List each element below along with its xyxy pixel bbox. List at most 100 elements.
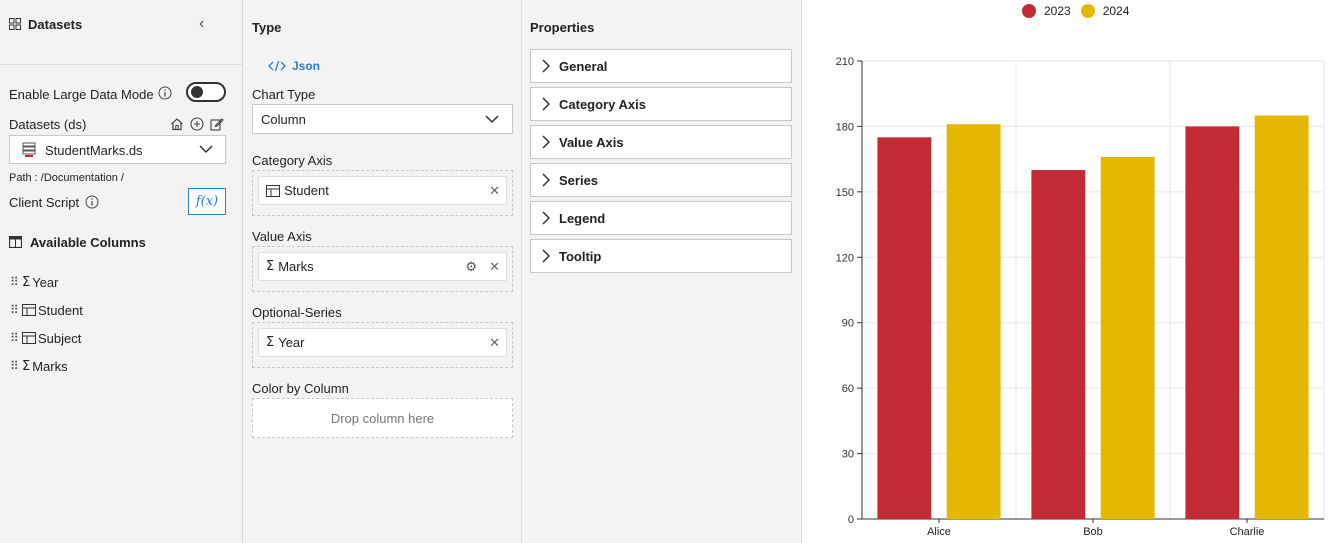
y-tick-label: 180 bbox=[836, 121, 854, 133]
y-tick-label: 30 bbox=[842, 449, 854, 461]
type-panel: Type Json Chart Type Column Category Axi… bbox=[243, 0, 522, 543]
section-tooltip[interactable]: Tooltip bbox=[530, 239, 792, 273]
bar-2023-charlie bbox=[1185, 126, 1240, 519]
column-item-student[interactable]: ⠿ Student bbox=[10, 301, 83, 319]
sigma-icon: Σ bbox=[266, 335, 275, 350]
edit-dataset-icon[interactable] bbox=[210, 117, 224, 131]
type-title: Type bbox=[252, 20, 282, 35]
y-tick-label: 60 bbox=[842, 383, 854, 395]
chip-label: Year bbox=[278, 335, 305, 350]
dataset-select[interactable]: StudentMarks.ds bbox=[9, 135, 226, 164]
column-item-year[interactable]: ⠿ Σ Year bbox=[10, 273, 59, 291]
section-general[interactable]: General bbox=[530, 49, 792, 83]
client-script-button[interactable]: f(x) bbox=[188, 188, 226, 215]
legend-item-2023[interactable]: 2023 bbox=[1022, 4, 1071, 18]
x-tick-label: Bob bbox=[1083, 526, 1103, 538]
close-icon[interactable]: ✕ bbox=[489, 335, 500, 350]
y-tick-label: 120 bbox=[836, 252, 854, 264]
column-name: Year bbox=[32, 274, 59, 290]
y-tick-label: 0 bbox=[848, 514, 854, 526]
y-tick-label: 210 bbox=[836, 56, 854, 68]
optional-series-chip[interactable]: Σ Year ✕ bbox=[258, 328, 507, 357]
y-tick-label: 150 bbox=[836, 187, 854, 199]
legend-swatch bbox=[1022, 4, 1036, 18]
bar-2023-alice bbox=[877, 137, 932, 520]
bar-2024-bob bbox=[1100, 156, 1155, 519]
chart-type-select[interactable]: Column bbox=[252, 104, 513, 134]
optional-series-dropzone[interactable]: Σ Year ✕ bbox=[252, 322, 513, 368]
chart-preview: 2023 2024 0 30 60 90 120 150 180 210 Alice Bob Cha… bbox=[802, 0, 1329, 543]
chevron-right-icon bbox=[541, 211, 550, 225]
chevron-right-icon bbox=[541, 249, 550, 263]
column-item-subject[interactable]: ⠿ Subject bbox=[10, 329, 81, 347]
chevron-down-icon bbox=[199, 144, 213, 154]
section-label: Tooltip bbox=[559, 248, 602, 264]
legend-label: 2024 bbox=[1102, 4, 1130, 18]
table-column-icon bbox=[22, 304, 36, 316]
optional-series-label: Optional-Series bbox=[252, 305, 342, 320]
drag-handle-icon[interactable]: ⠿ bbox=[10, 331, 19, 345]
drag-handle-icon[interactable]: ⠿ bbox=[10, 275, 19, 289]
code-icon bbox=[268, 60, 286, 72]
column-item-marks[interactable]: ⠿ Σ Marks bbox=[10, 357, 68, 375]
database-icon bbox=[22, 142, 36, 158]
section-label: Legend bbox=[559, 210, 606, 226]
sigma-icon: Σ bbox=[22, 274, 31, 290]
legend-label: 2023 bbox=[1044, 4, 1071, 18]
column-name: Student bbox=[38, 302, 83, 318]
gear-icon[interactable]: ⚙ bbox=[465, 259, 477, 274]
x-tick-label: Charlie bbox=[1230, 526, 1265, 538]
info-icon[interactable] bbox=[158, 86, 172, 100]
sigma-icon: Σ bbox=[266, 259, 275, 274]
properties-panel: Properties General Category Axis Value A… bbox=[522, 0, 802, 543]
chip-label: Student bbox=[284, 183, 329, 198]
color-by-dropzone[interactable]: Drop column here bbox=[252, 398, 513, 438]
value-axis-label: Value Axis bbox=[252, 229, 312, 244]
chart-type-value: Column bbox=[261, 111, 306, 127]
dropzone-placeholder: Drop column here bbox=[330, 410, 435, 426]
datasets-panel: Datasets ‹ Enable Large Data Mode Datase… bbox=[0, 0, 243, 543]
large-data-mode-toggle[interactable] bbox=[186, 82, 226, 102]
chart-legend: 2023 2024 bbox=[1022, 4, 1129, 18]
section-value-axis[interactable]: Value Axis bbox=[530, 125, 792, 159]
column-name: Subject bbox=[38, 330, 82, 346]
close-icon[interactable]: ✕ bbox=[489, 259, 500, 274]
bar-2023-bob bbox=[1031, 170, 1086, 520]
table-icon bbox=[9, 236, 22, 248]
json-link-label: Json bbox=[292, 59, 321, 73]
selected-dataset: StudentMarks.ds bbox=[45, 143, 143, 158]
drag-handle-icon[interactable]: ⠿ bbox=[10, 359, 19, 373]
chevron-right-icon bbox=[541, 97, 550, 111]
section-legend[interactable]: Legend bbox=[530, 201, 792, 235]
legend-item-2024[interactable]: 2024 bbox=[1080, 4, 1130, 18]
collapse-chevron-icon[interactable]: ‹ bbox=[199, 15, 205, 32]
table-column-icon bbox=[22, 332, 36, 344]
value-axis-chip[interactable]: Σ Marks ⚙ ✕ bbox=[258, 252, 507, 281]
large-data-mode-label: Enable Large Data Mode bbox=[9, 87, 154, 102]
bar-2024-charlie bbox=[1254, 115, 1309, 520]
datasets-label: Datasets (ds) bbox=[9, 117, 87, 132]
datasets-grid-icon bbox=[9, 18, 21, 30]
category-axis-dropzone[interactable]: Student ✕ bbox=[252, 170, 513, 216]
chart-type-label: Chart Type bbox=[252, 87, 316, 102]
add-dataset-icon[interactable] bbox=[190, 117, 204, 131]
close-icon[interactable]: ✕ bbox=[489, 183, 500, 198]
column-name: Marks bbox=[32, 358, 68, 374]
chevron-right-icon bbox=[541, 135, 550, 149]
table-column-icon bbox=[266, 184, 280, 197]
section-label: Series bbox=[559, 172, 599, 188]
available-columns-title: Available Columns bbox=[30, 235, 146, 250]
drag-handle-icon[interactable]: ⠿ bbox=[10, 303, 19, 317]
section-label: Value Axis bbox=[559, 134, 624, 150]
color-by-label: Color by Column bbox=[252, 381, 349, 396]
info-icon[interactable] bbox=[85, 195, 99, 209]
datasets-title: Datasets bbox=[28, 17, 83, 32]
category-axis-label: Category Axis bbox=[252, 153, 333, 168]
json-link[interactable]: Json bbox=[268, 59, 320, 73]
category-axis-chip[interactable]: Student ✕ bbox=[258, 176, 507, 205]
section-category-axis[interactable]: Category Axis bbox=[530, 87, 792, 121]
section-series[interactable]: Series bbox=[530, 163, 792, 197]
value-axis-dropzone[interactable]: Σ Marks ⚙ ✕ bbox=[252, 246, 513, 292]
section-label: General bbox=[559, 58, 608, 74]
home-icon[interactable] bbox=[170, 117, 184, 131]
